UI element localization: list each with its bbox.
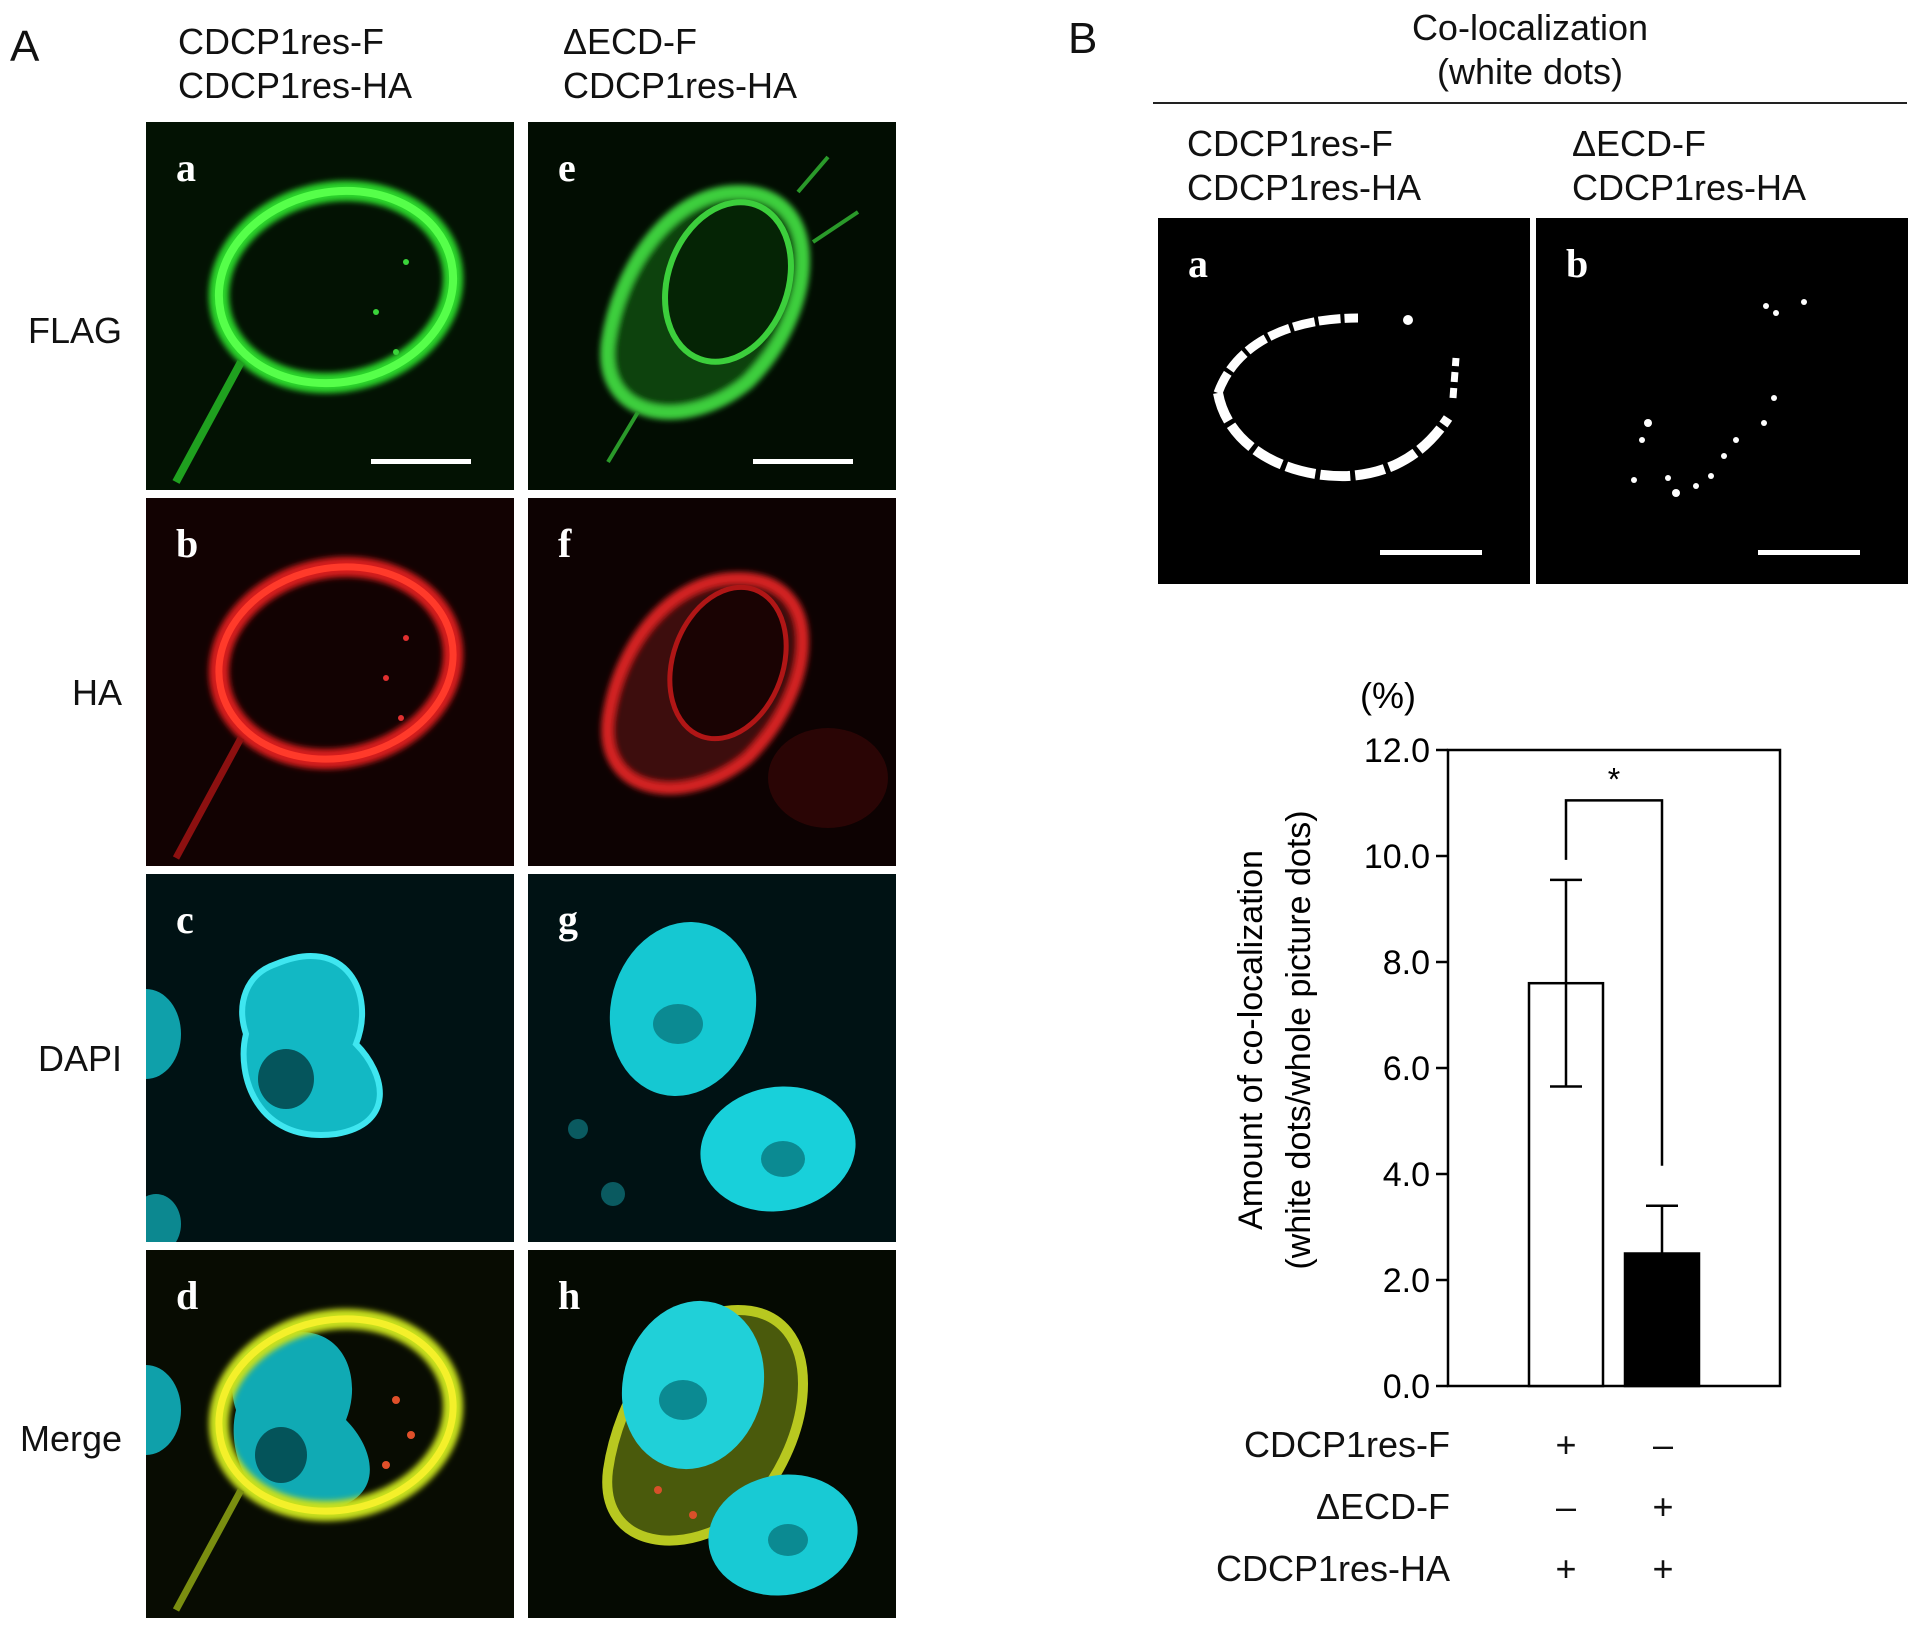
significance-marker: *	[1608, 761, 1620, 797]
image-merge-decd: h	[528, 1250, 896, 1618]
y-tick-label: 10.0	[1364, 838, 1430, 876]
image-flag-decd: e	[528, 122, 896, 490]
plot-frame	[1446, 748, 1782, 1388]
image-flag-cdcp1res: a	[146, 122, 514, 490]
dapi-cell-drawing	[146, 874, 514, 1242]
subpanel-label-c: c	[176, 897, 194, 942]
row-label-ha: HA	[71, 672, 122, 713]
subpanel-label-g: g	[558, 897, 578, 942]
merge-decd-drawing	[528, 1250, 896, 1618]
ha-cell-drawing	[146, 498, 514, 866]
chart-axes: 0.0 2.0 4.0 6.0 8.0 10.0 12.0	[1364, 732, 1782, 1406]
row-label-dapi: DAPI	[37, 1038, 122, 1079]
condition-label-decd-f: ΔECD-F	[1315, 1486, 1450, 1527]
image-dapi-decd: g	[528, 874, 896, 1242]
coloc-dots-a	[1158, 218, 1530, 584]
image-merge-cdcp1res: d	[146, 1250, 514, 1618]
image-dapi-cdcp1res: c	[146, 874, 514, 1242]
flag-decd-drawing	[528, 122, 896, 490]
sign-r2-c1: –	[1555, 1486, 1577, 1527]
coloc-subpanel-label-b: b	[1566, 241, 1589, 286]
row-label-merge: Merge	[19, 1418, 122, 1459]
scale-bar	[1380, 550, 1482, 555]
scale-bar	[753, 459, 853, 464]
col2-line1: ΔECD-F	[563, 21, 698, 62]
sign-r1-c1: +	[1555, 1424, 1577, 1465]
panel-b-title-line1: Co-localization	[1411, 7, 1649, 48]
y-tick-label: 6.0	[1383, 1050, 1430, 1088]
scale-bar	[1758, 550, 1860, 555]
panel-b-col1-header: CDCP1res-F CDCP1res-HA	[1187, 122, 1421, 210]
panel-a-col2-header: ΔECD-F CDCP1res-HA	[563, 20, 797, 108]
panel-b-title-line2: (white dots)	[1436, 51, 1624, 92]
subpanel-label-b: b	[176, 521, 199, 566]
coloc-subpanel-label-a: a	[1188, 241, 1208, 286]
condition-label-cdcp1res-f: CDCP1res-F	[1243, 1424, 1450, 1465]
y-axis-label-line1: Amount of co-localization	[1232, 850, 1270, 1230]
sign-r2-c2: +	[1652, 1486, 1674, 1527]
chart-bars: *	[1527, 761, 1701, 1388]
image-coloc-decd: b	[1536, 218, 1908, 584]
col2-line2: CDCP1res-HA	[563, 65, 798, 106]
subpanel-label-f: f	[558, 521, 572, 566]
panel-a-letter: A	[10, 22, 40, 71]
b-col2-line1: ΔECD-F	[1572, 123, 1707, 164]
merge-cell-drawing	[146, 1250, 514, 1618]
col1-line1: CDCP1res-F	[178, 21, 385, 62]
panel-b-title: Co-localization (white dots)	[1150, 6, 1910, 94]
condition-label-cdcp1res-ha: CDCP1res-HA	[1215, 1548, 1450, 1589]
subpanel-label-e: e	[558, 145, 576, 190]
subpanel-label-d: d	[176, 1273, 199, 1318]
significance-bracket	[1564, 799, 1664, 1166]
sign-r3-c1: +	[1555, 1548, 1577, 1589]
image-coloc-cdcp1res: a	[1158, 218, 1530, 584]
panel-b-letter: B	[1068, 14, 1098, 63]
col1-line2: CDCP1res-HA	[178, 65, 413, 106]
y-tick-label: 8.0	[1383, 944, 1430, 982]
b-col2-line2: CDCP1res-HA	[1572, 167, 1807, 208]
sign-r1-c2: –	[1652, 1424, 1674, 1465]
y-unit-label: (%)	[1360, 675, 1416, 716]
y-tick-label: 12.0	[1364, 732, 1430, 770]
dapi-decd-drawing	[528, 874, 896, 1242]
panel-b-title-rule	[1153, 102, 1907, 104]
y-tick-label: 0.0	[1383, 1368, 1430, 1406]
image-ha-decd: f	[528, 498, 896, 866]
b-col1-line2: CDCP1res-HA	[1187, 167, 1422, 208]
row-label-flag: FLAG	[27, 310, 122, 351]
y-axis-label-line2: (white dots/whole picture dots)	[1280, 810, 1318, 1269]
y-tick-label: 4.0	[1383, 1156, 1430, 1194]
b-col1-line1: CDCP1res-F	[1187, 123, 1394, 164]
image-ha-cdcp1res: b	[146, 498, 514, 866]
panel-a-col1-header: CDCP1res-F CDCP1res-HA	[178, 20, 412, 108]
scale-bar	[371, 459, 471, 464]
coloc-dots-b	[1536, 218, 1908, 584]
panel-b-col2-header: ΔECD-F CDCP1res-HA	[1572, 122, 1806, 210]
ha-decd-drawing	[528, 498, 896, 866]
subpanel-label-h: h	[558, 1273, 581, 1318]
subpanel-label-a: a	[176, 145, 196, 190]
sign-r3-c2: +	[1652, 1548, 1674, 1589]
flag-cell-drawing	[146, 122, 514, 490]
y-tick-label: 2.0	[1383, 1262, 1430, 1300]
